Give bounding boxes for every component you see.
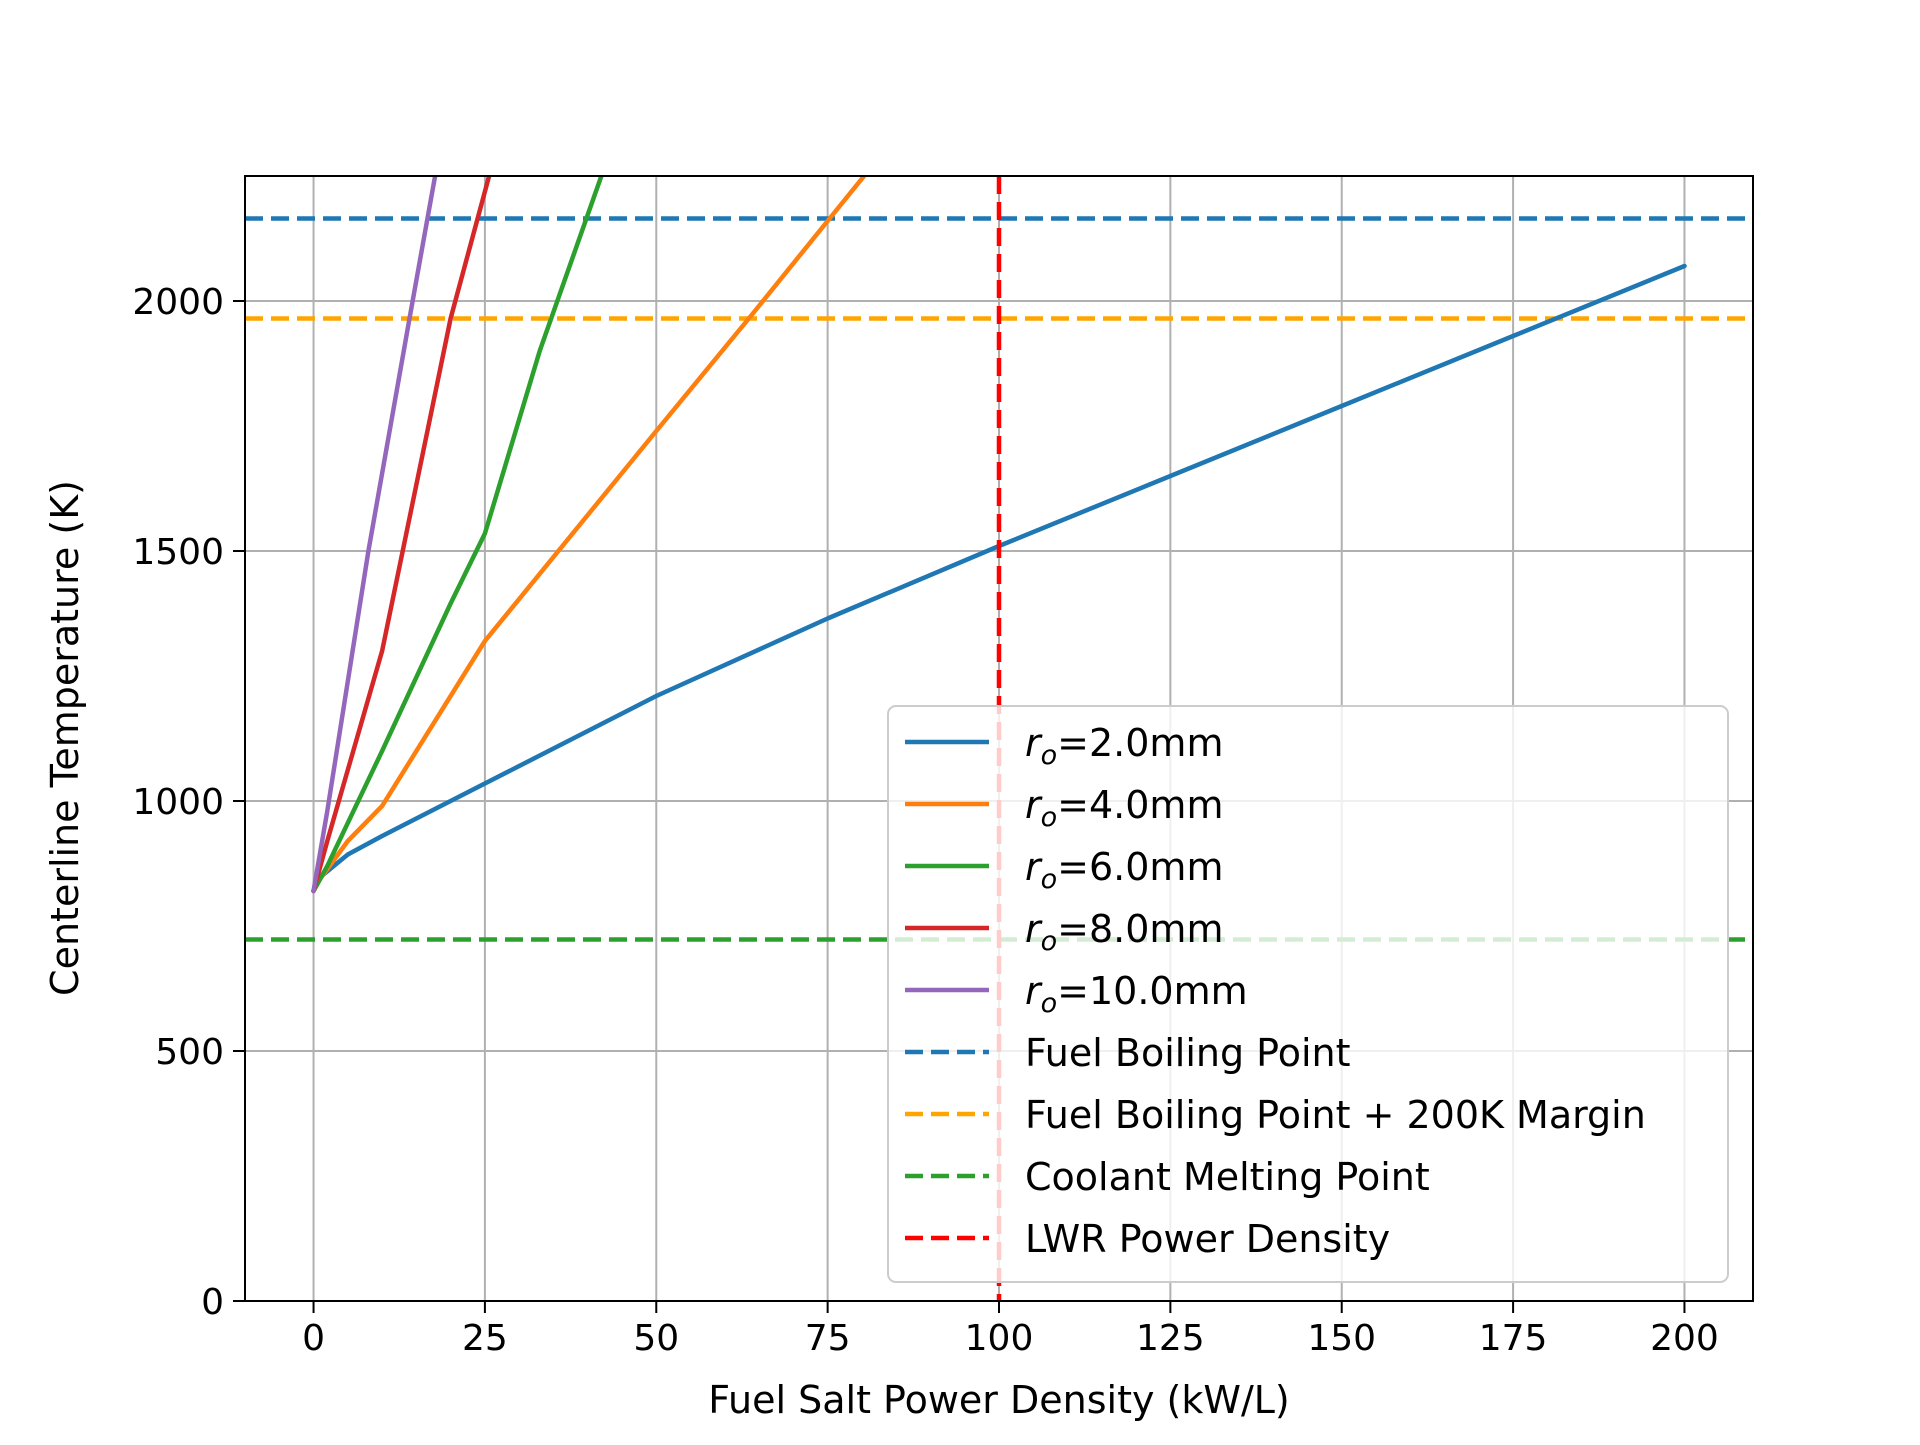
x-tick-label: 75: [805, 1318, 851, 1359]
legend-label: ro=6.0mm: [1025, 845, 1223, 895]
y-axis: 0 500 1000 1500 2000: [132, 282, 245, 1323]
x-tick-label: 175: [1479, 1318, 1548, 1359]
legend-label: ro=2.0mm: [1025, 721, 1223, 771]
x-tick-label: 50: [633, 1318, 679, 1359]
legend: ro=2.0mmro=4.0mmro=6.0mmro=8.0mmro=10.0m…: [887, 705, 1729, 1283]
legend-label-value: =4.0mm: [1057, 783, 1223, 827]
x-axis: 0 25 50 75 100 125 150 175 200: [302, 1301, 1719, 1359]
legend-label: Coolant Melting Point: [1025, 1155, 1430, 1199]
x-tick-label: 150: [1307, 1318, 1376, 1359]
series-line-r-o-2-0mm: [311, 263, 1687, 894]
legend-label: Fuel Boiling Point: [1025, 1031, 1351, 1075]
y-tick-label: 500: [155, 1032, 224, 1073]
legend-label-symbol: r: [1025, 783, 1043, 827]
legend-label-value: =10.0mm: [1057, 969, 1247, 1013]
legend-label-value: =8.0mm: [1057, 907, 1223, 951]
series-lines: [311, 176, 1687, 894]
x-tick-label: 200: [1650, 1318, 1719, 1359]
y-tick-label: 2000: [132, 282, 224, 323]
legend-label: ro=8.0mm: [1025, 907, 1223, 957]
series-line-r-o-4-0mm: [311, 176, 867, 894]
legend-box: [887, 705, 1729, 1283]
legend-label-value: =6.0mm: [1057, 845, 1223, 889]
x-tick-label: 100: [965, 1318, 1034, 1359]
series-line-r-o-10-0mm: [311, 176, 438, 894]
legend-label-subscript: o: [1041, 988, 1058, 1019]
y-tick-label: 1000: [132, 782, 224, 823]
series-line-r-o-6-0mm: [311, 176, 604, 894]
y-axis-label: Centerline Temperature (K): [43, 480, 87, 996]
x-tick-label: 125: [1136, 1318, 1205, 1359]
legend-label: ro=4.0mm: [1025, 783, 1223, 833]
legend-label: Fuel Boiling Point + 200K Margin: [1025, 1093, 1646, 1137]
legend-label-subscript: o: [1041, 802, 1058, 833]
legend-label: ro=10.0mm: [1025, 969, 1248, 1019]
legend-label: LWR Power Density: [1025, 1217, 1390, 1261]
x-axis-label: Fuel Salt Power Density (kW/L): [708, 1378, 1290, 1422]
legend-label-symbol: r: [1025, 721, 1043, 765]
legend-label-symbol: r: [1025, 845, 1043, 889]
legend-label-symbol: r: [1025, 907, 1043, 951]
series-line-r-o-8-0mm: [311, 176, 492, 894]
y-tick-label: 0: [201, 1282, 224, 1323]
legend-label-symbol: r: [1025, 969, 1043, 1013]
legend-label-subscript: o: [1041, 864, 1058, 895]
legend-label-subscript: o: [1041, 926, 1058, 957]
legend-label-subscript: o: [1041, 740, 1058, 771]
legend-label-value: =2.0mm: [1057, 721, 1223, 765]
x-tick-label: 0: [302, 1318, 325, 1359]
y-tick-label: 1500: [132, 532, 224, 573]
x-tick-label: 25: [462, 1318, 508, 1359]
